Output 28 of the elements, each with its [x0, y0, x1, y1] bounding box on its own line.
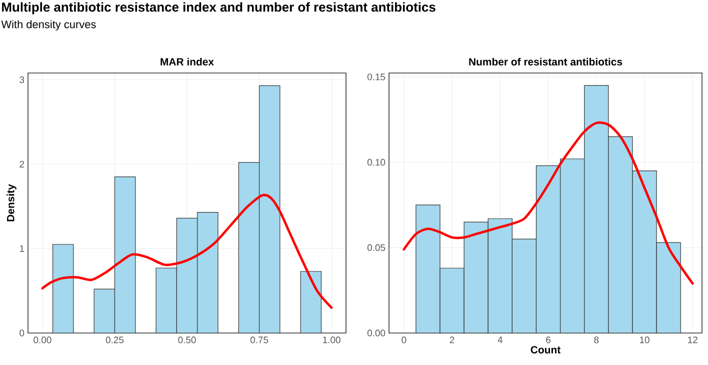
x-tick-label: 8	[594, 336, 599, 344]
x-tick-label: 0.50	[178, 336, 196, 344]
chart-title: MAR index	[160, 58, 214, 66]
chart-title: Number of resistant antibiotics	[469, 58, 622, 66]
x-tick-label: 0.75	[250, 336, 268, 344]
text: Multiple antibiotic resistance index and number of resistant antibiotics	[2, 2, 436, 14]
x-axis-title: Count	[530, 346, 560, 354]
y-tick-label: 0.10	[367, 158, 386, 166]
y-tick-label: 3	[20, 76, 24, 84]
y-axis-title: Density	[6, 184, 16, 222]
x-tick-label: 10	[640, 336, 650, 344]
y-tick-label: 2	[20, 160, 24, 168]
x-tick-label: 0.00	[34, 336, 52, 344]
y-tick-label: 0.05	[367, 244, 386, 251]
text: With density curves	[1, 20, 96, 30]
x-tick-label: 6	[546, 336, 550, 344]
x-tick-label: 2	[450, 336, 454, 344]
x-tick-label: 1.00	[323, 336, 340, 344]
x-tick-label: 4	[498, 336, 503, 344]
x-tick-label: 0	[402, 336, 406, 344]
y-tick-label: 0.15	[367, 74, 386, 80]
y-tick-label: 0	[20, 330, 24, 336]
y-tick-label: 0.00	[367, 330, 386, 336]
y-tick-label: 1	[20, 245, 24, 252]
x-tick-label: 0.25	[106, 336, 124, 344]
line-series	[402, 121, 694, 285]
x-tick-label: 12	[688, 336, 698, 344]
line-series	[41, 194, 333, 309]
